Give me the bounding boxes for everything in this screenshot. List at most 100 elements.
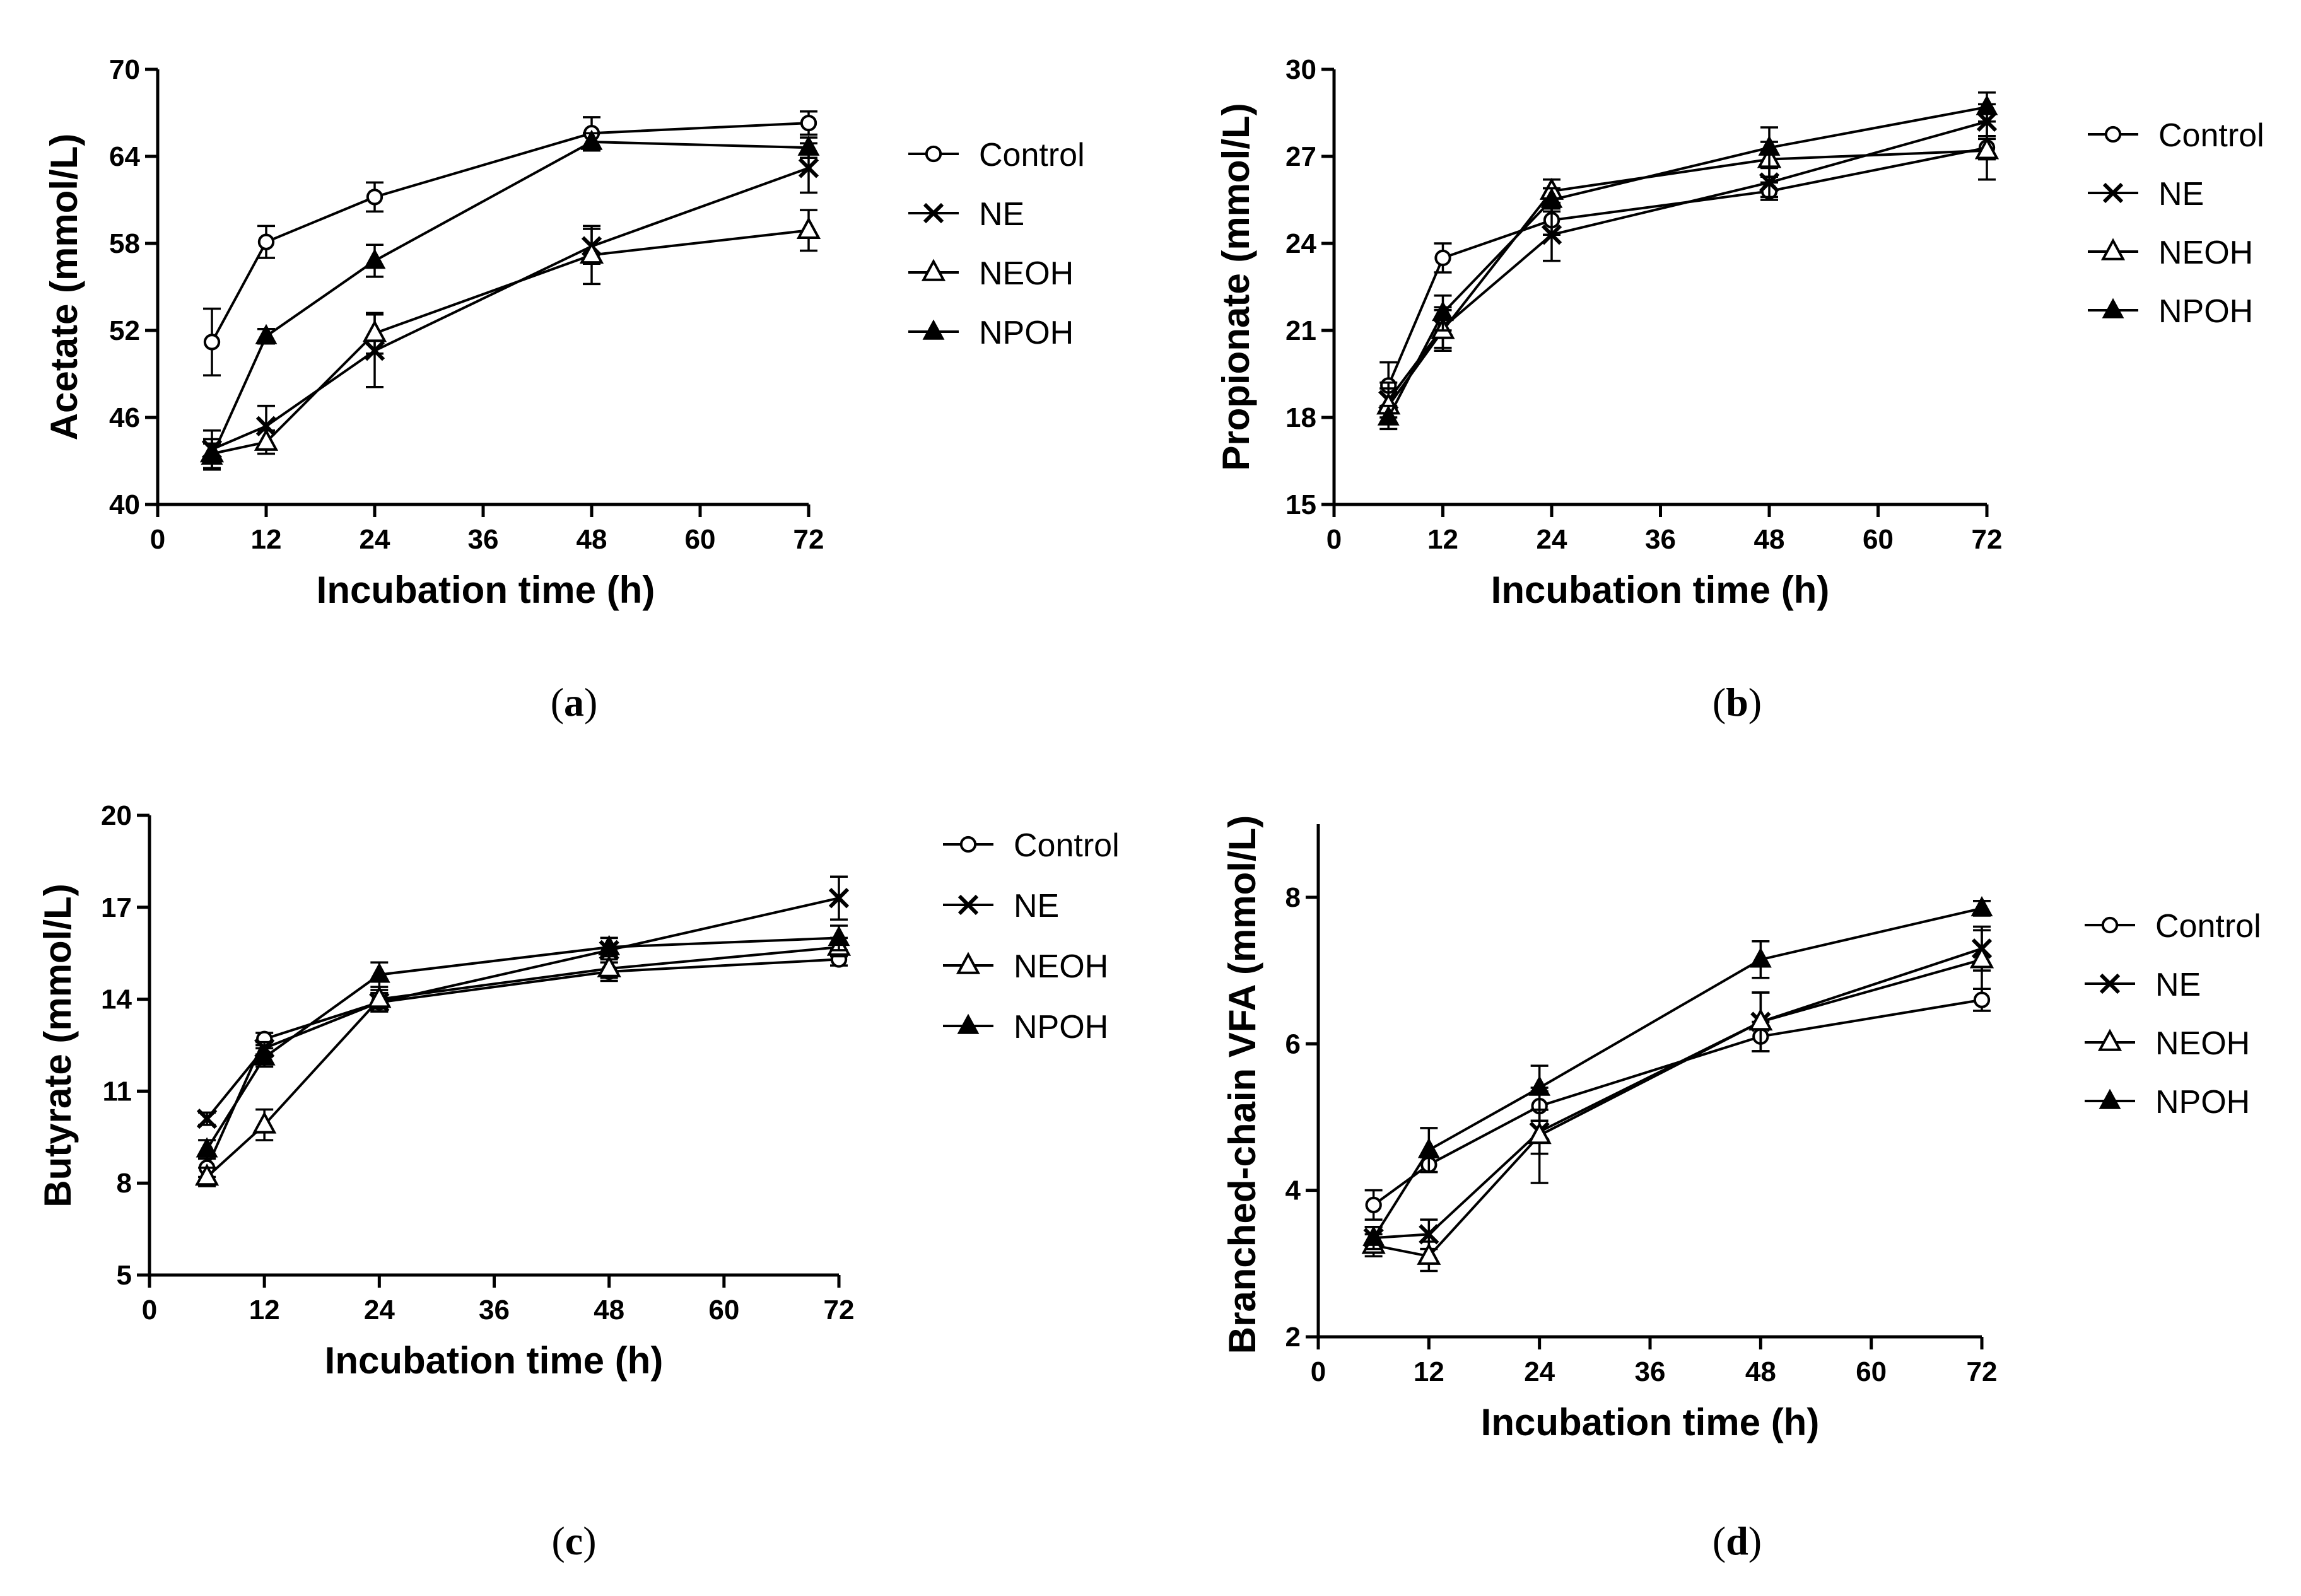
x-axis-title: Incubation time (h): [317, 569, 655, 611]
y-axis-title: Branched-chain VFA (mmol/L): [1221, 815, 1263, 1354]
x-tick-label: 36: [1635, 1356, 1666, 1387]
data-point-control: [203, 334, 221, 351]
filled-triangle-icon: [922, 319, 945, 340]
filled-triangle-icon: [2102, 298, 2124, 318]
y-tick-label: 40: [109, 489, 140, 520]
y-tick-label: 11: [102, 1076, 132, 1107]
panel-label-letter: a: [564, 680, 584, 725]
data-point-npoh: [1976, 95, 1998, 115]
x-tick-label: 12: [249, 1295, 280, 1325]
series-line-npoh: [211, 140, 809, 457]
x-tick-label: 24: [1537, 524, 1567, 555]
panel-label: (d): [1713, 1518, 1762, 1563]
data-point-neoh: [1748, 1008, 1773, 1031]
data-point-neoh: [1527, 1122, 1552, 1145]
x-tick-label: 48: [577, 524, 607, 555]
series-neoh: [199, 209, 821, 470]
data-point-neoh: [597, 955, 621, 977]
legend-label: NEOH: [2155, 1025, 2250, 1062]
x-tick-label: 48: [1754, 524, 1785, 555]
legend: Control NE NEOH NPOH: [908, 137, 1085, 351]
legend-item-npoh: NPOH: [943, 1009, 1108, 1046]
legend-item-ne: NE: [908, 196, 1024, 233]
open-triangle-icon: [2097, 1028, 2122, 1051]
legend: Control NE NEOH NPOH: [943, 827, 1120, 1046]
data-point-npoh: [1540, 187, 1563, 208]
series-line-ne: [1373, 947, 1982, 1240]
chart-panel-b: 15 18 21 24 27 30 0 12 24 36 48 60 72 Incubation time…: [1215, 54, 2264, 725]
data-point-npoh: [1362, 1225, 1385, 1246]
panel-label-open: (: [1713, 680, 1726, 725]
panel-label: (a): [551, 680, 598, 725]
open-circle-icon: [2101, 916, 2119, 934]
data-point-npoh: [196, 1137, 218, 1158]
y-axis-title: Butyrate (mmol/L): [37, 883, 79, 1207]
legend-label: NEOH: [1014, 948, 1108, 985]
chart-panel-a: 40 46 52 58 64 70 0 12 24 36 48 60 72 Incubation time…: [43, 54, 1085, 725]
y-tick-label: 8: [1285, 882, 1301, 913]
series-line-control: [1387, 146, 1988, 387]
legend-item-control: Control: [2088, 117, 2264, 154]
legend-label: NPOH: [979, 315, 1074, 351]
x-tick-label: 36: [479, 1295, 510, 1325]
y-tick-label: 6: [1285, 1028, 1301, 1059]
open-circle-icon: [925, 145, 942, 163]
data-point-ne: [196, 1108, 218, 1129]
x-cross-icon-stroke-b: [2099, 973, 2121, 994]
data-point-neoh: [1417, 1242, 1441, 1265]
legend-label: NPOH: [1014, 1009, 1108, 1046]
legend-label: NE: [979, 196, 1024, 233]
x-cross-icon-stroke-b: [923, 202, 944, 224]
data-point-npoh: [1970, 896, 1993, 917]
data-point-ne: [1541, 224, 1562, 245]
data-point-control: [1434, 249, 1451, 267]
legend-label: Control: [2155, 908, 2261, 945]
data-point-neoh: [579, 241, 604, 264]
filled-triangle-icon: [957, 1013, 980, 1034]
x-tick-label: 24: [360, 524, 390, 555]
x-cross-icon: [957, 894, 979, 916]
series-line-neoh: [1387, 149, 1988, 407]
y-axis-title: Acetate (mmol/L): [43, 134, 85, 441]
open-triangle-icon: [956, 952, 981, 974]
x-tick-label: 0: [150, 524, 165, 555]
x-tick-label: 72: [1972, 524, 2003, 555]
data-point-ne-stroke-b: [255, 416, 277, 436]
series-line-control: [211, 122, 809, 343]
panel-label-close: ): [1748, 680, 1762, 725]
x-tick-label: 72: [1967, 1356, 1998, 1387]
series-line-neoh: [211, 229, 809, 455]
legend-item-neoh: NEOH: [2085, 1025, 2250, 1062]
series-neoh: [194, 933, 852, 1187]
series-npoh: [1377, 91, 1998, 431]
data-point-neoh: [796, 216, 821, 240]
panel-label-open: (: [551, 680, 564, 725]
data-point-npoh: [1377, 405, 1400, 426]
legend-label: NE: [2158, 176, 2204, 213]
x-cross-icon: [2102, 182, 2124, 204]
legend-label: Control: [979, 137, 1085, 173]
y-tick-label: 52: [109, 315, 140, 346]
panel-label-open: (: [1713, 1518, 1726, 1563]
y-tick-label: 24: [1285, 228, 1316, 259]
panel-label-letter: b: [1726, 680, 1748, 725]
data-point-neoh: [252, 1111, 277, 1134]
x-axis-title: Incubation time (h): [325, 1339, 664, 1382]
data-point-control: [1973, 991, 1991, 1008]
y-tick-label: 17: [101, 892, 132, 923]
data-point-ne: [1419, 1224, 1439, 1245]
chart-panel-c: 5 8 11 14 17 20 0 12 24 36 48 60 72 Incubation time (…: [37, 800, 1120, 1563]
data-point-npoh: [363, 248, 386, 269]
panel-label: (b): [1713, 680, 1762, 725]
legend-item-control: Control: [943, 827, 1120, 864]
panel-label-close: ): [583, 1518, 596, 1563]
x-tick-label: 72: [824, 1295, 855, 1325]
x-tick-label: 60: [1856, 1356, 1887, 1387]
panel-label-letter: c: [565, 1518, 583, 1563]
data-point-neoh: [254, 428, 279, 451]
x-tick-label: 72: [793, 524, 824, 555]
data-point-npoh: [253, 1045, 276, 1066]
panel-label-close: ): [1748, 1518, 1762, 1563]
y-axis-title: Propionate (mmol/L): [1215, 103, 1257, 470]
legend: Control NE NEOH NPOH: [2088, 117, 2264, 330]
